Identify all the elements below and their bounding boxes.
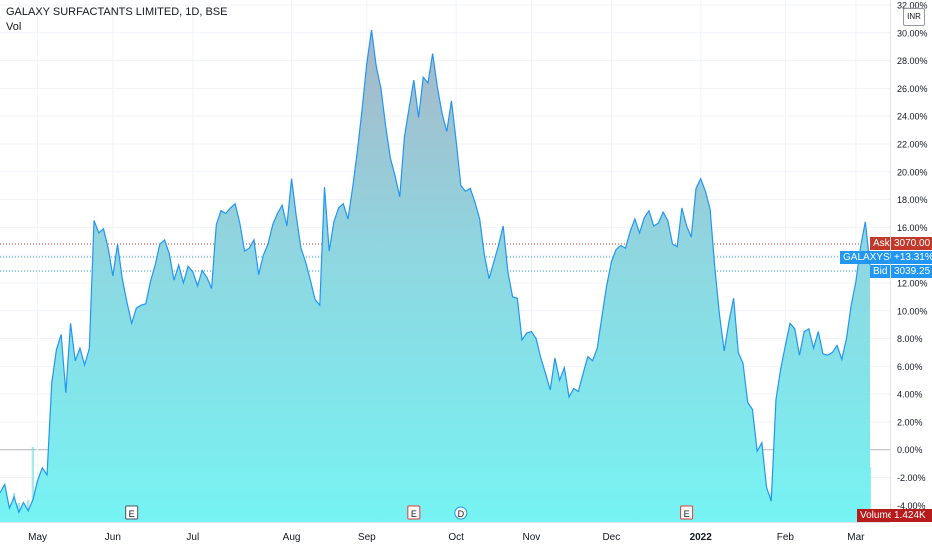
chart-legend: GALAXY SURFACTANTS LIMITED, 1D, BSE Vol bbox=[6, 5, 227, 35]
y-tick-label: 6.00% bbox=[897, 362, 923, 372]
dividend-event-marker[interactable]: D bbox=[454, 506, 468, 520]
x-tick-label: Oct bbox=[448, 532, 464, 543]
y-tick-label: -2.00% bbox=[897, 473, 926, 483]
x-tick-label: Nov bbox=[523, 532, 541, 543]
symbol-tag: GALAXYSURF bbox=[840, 251, 910, 264]
dividend-icon bbox=[454, 506, 468, 520]
bid-price-tag: 3039.25 bbox=[891, 265, 932, 278]
earnings-icon bbox=[407, 505, 421, 520]
currency-badge[interactable]: INR bbox=[903, 8, 925, 26]
ask-label-tag: Ask bbox=[870, 237, 890, 250]
y-tick-label: 2.00% bbox=[897, 417, 923, 427]
y-tick-label: 28.00% bbox=[897, 56, 928, 66]
area-series bbox=[0, 29, 871, 523]
x-tick-label: 2022 bbox=[690, 532, 713, 543]
event-letter: D bbox=[458, 509, 465, 519]
symbol-title[interactable]: GALAXY SURFACTANTS LIMITED, 1D, BSE bbox=[6, 6, 228, 18]
bid-label-tag: Bid bbox=[870, 265, 890, 278]
y-axis-labels: 32.00% 30.00% 28.00% 26.00% 24.00% 22.00% 20.0… bbox=[897, 1, 928, 511]
y-tick-label: 32.00% bbox=[897, 1, 928, 11]
y-tick-label: 26.00% bbox=[897, 84, 928, 94]
volume-legend-label[interactable]: Vol bbox=[6, 21, 22, 33]
event-letter: E bbox=[129, 509, 135, 519]
event-markers[interactable]: EEDEE bbox=[125, 505, 932, 520]
y-tick-label: 4.00% bbox=[897, 390, 923, 400]
y-tick-label: 20.00% bbox=[897, 167, 928, 177]
y-tick-label: 0.00% bbox=[897, 445, 923, 455]
event-letter: E bbox=[684, 509, 690, 519]
y-tick-label: 16.00% bbox=[897, 223, 928, 233]
volume-label-tag: Volume bbox=[857, 509, 893, 522]
earnings-event-marker[interactable]: E bbox=[680, 505, 694, 520]
earnings-icon bbox=[125, 505, 139, 520]
x-tick-label: Sep bbox=[358, 532, 376, 543]
y-tick-label: 18.00% bbox=[897, 195, 928, 205]
x-axis-labels: MayJunJulAugSepOctNovDec2022FebMarApr bbox=[28, 532, 865, 543]
volume-value-tag: 1.424K bbox=[891, 509, 932, 522]
x-tick-label: Mar bbox=[847, 532, 865, 543]
area-fill bbox=[0, 30, 870, 523]
x-tick-label: Aug bbox=[283, 532, 301, 543]
y-tick-label: -4.00% bbox=[897, 501, 926, 511]
x-tick-label: Jun bbox=[105, 532, 121, 543]
x-tick-label: Feb bbox=[777, 532, 795, 543]
ask-price-tag: 3070.00 bbox=[891, 237, 932, 250]
area-line bbox=[0, 29, 871, 514]
earnings-icon bbox=[680, 505, 694, 520]
y-tick-label: 30.00% bbox=[897, 28, 928, 38]
y-tick-label: 24.00% bbox=[897, 112, 928, 122]
x-tick-label: May bbox=[28, 532, 47, 543]
y-tick-label: 8.00% bbox=[897, 334, 923, 344]
y-tick-label: 10.00% bbox=[897, 306, 928, 316]
earnings-event-marker[interactable]: E bbox=[125, 505, 139, 520]
event-letter: E bbox=[411, 509, 417, 519]
volume-bar bbox=[31, 447, 35, 522]
change-tag: +13.31% bbox=[891, 251, 932, 264]
x-tick-label: Dec bbox=[602, 532, 620, 543]
y-tick-label: 12.00% bbox=[897, 278, 928, 288]
x-tick-label: Jul bbox=[186, 532, 199, 543]
earnings-event-marker[interactable]: E bbox=[407, 505, 421, 520]
y-tick-label: 22.00% bbox=[897, 139, 928, 149]
